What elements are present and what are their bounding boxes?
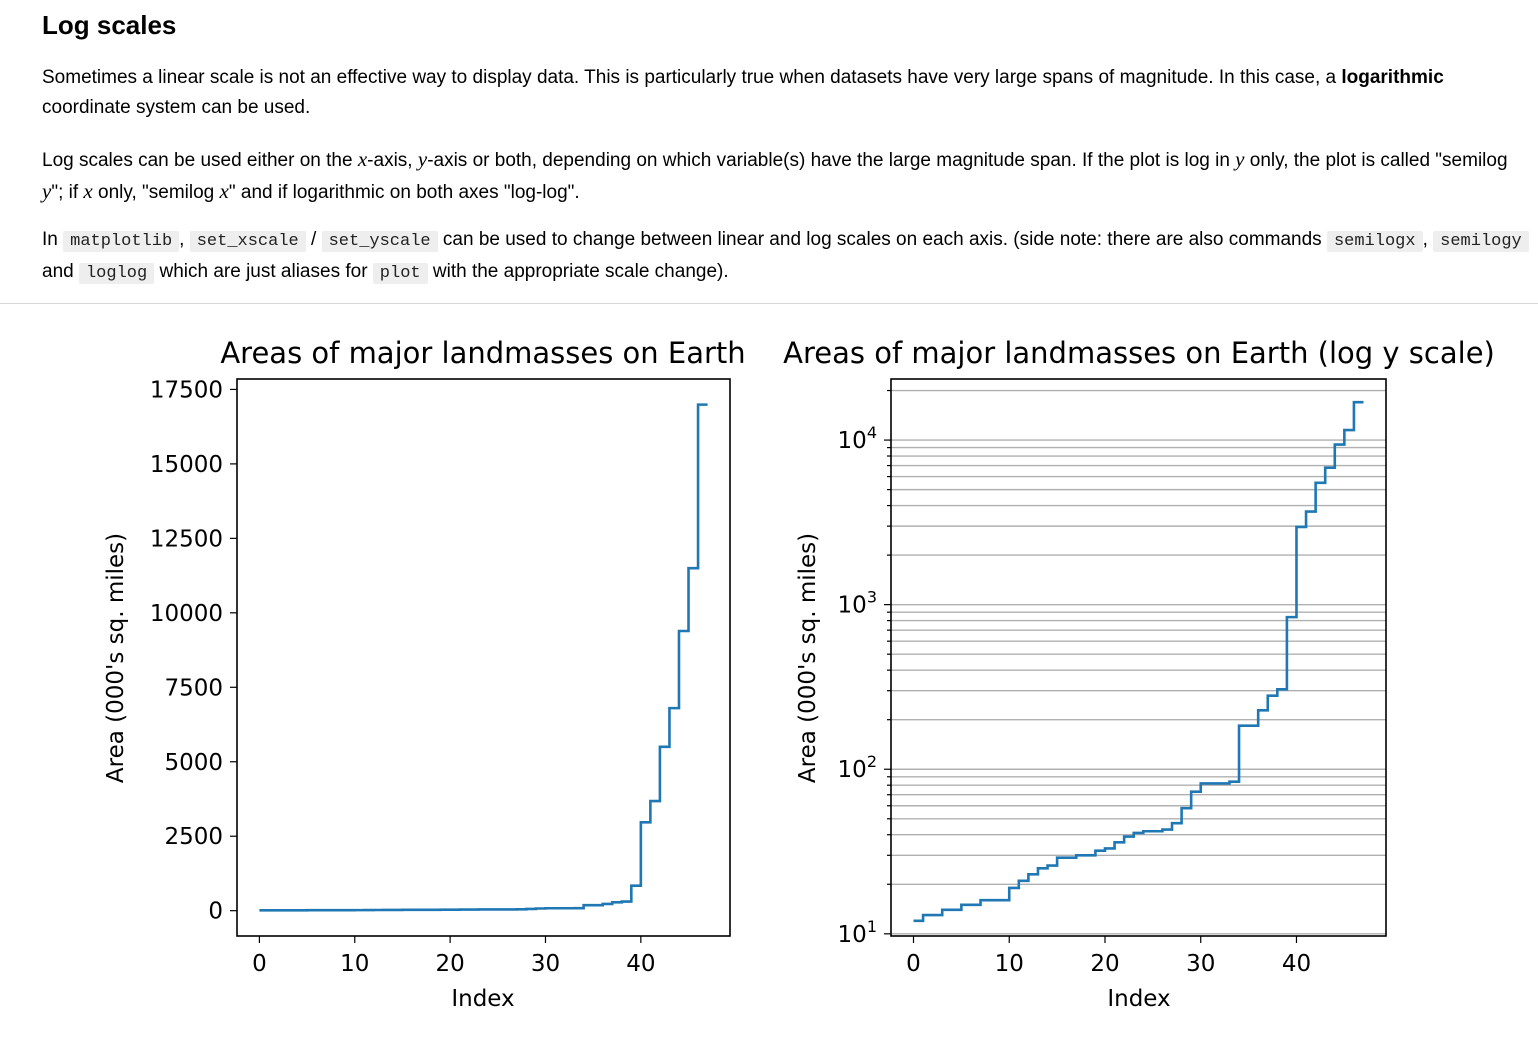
text: only, the plot is called "semilog <box>1244 150 1508 171</box>
x-tick-label: 20 <box>435 951 464 977</box>
axes-frame <box>890 378 1387 937</box>
y-tick-label: 102 <box>838 752 877 783</box>
x-tick-label: 30 <box>1186 951 1215 977</box>
inline-code: plot <box>372 263 428 284</box>
math-variable: y <box>42 179 52 203</box>
text: Log scales can be used either on the <box>42 150 358 171</box>
math-variable: y <box>417 147 428 171</box>
chart-title: Areas of major landmasses on Earth (log … <box>783 336 1495 370</box>
log-chart: Areas of major landmasses on Earth (log … <box>783 336 1495 1012</box>
math-variable: x <box>219 179 229 203</box>
text: , <box>1422 229 1434 250</box>
x-tick-label: 30 <box>531 951 560 977</box>
x-tick-label: 0 <box>906 951 921 977</box>
text: " and if logarithmic on both axes "log-l… <box>228 182 580 203</box>
y-tick-label: 17500 <box>150 377 223 403</box>
section-heading: Log scales <box>42 10 177 40</box>
x-tick-label: 10 <box>340 951 369 977</box>
text: "; if <box>51 182 84 203</box>
data-series-line <box>913 400 1364 923</box>
text: and <box>42 261 79 282</box>
y-tick-label: 12500 <box>150 526 223 552</box>
y-tick-label: 2500 <box>164 824 223 850</box>
text: can be used to change between linear and… <box>437 229 1327 250</box>
text: with the appropriate scale change). <box>427 261 729 282</box>
y-tick-label: 7500 <box>164 675 223 701</box>
y-axis-label: Area (000's sq. miles) <box>795 533 821 783</box>
y-tick-label: 10000 <box>150 601 223 627</box>
text: coordinate system can be used. <box>42 97 311 118</box>
x-tick-label: 0 <box>252 951 267 977</box>
inline-code: semilogy <box>1433 231 1529 252</box>
inline-code: set_yscale <box>321 231 438 252</box>
axes-frame <box>236 378 731 937</box>
x-axis-label: Index <box>1107 986 1170 1012</box>
text: which are just aliases for <box>154 261 373 282</box>
y-tick-label: 104 <box>838 423 877 454</box>
x-axis-label: Index <box>451 986 514 1012</box>
y-tick-label: 0 <box>208 899 223 925</box>
y-tick-label: 5000 <box>164 750 223 776</box>
text: , <box>179 229 190 250</box>
text: only, "semilog <box>92 182 220 203</box>
y-tick-label: 101 <box>838 917 877 948</box>
y-tick-label: 15000 <box>150 452 223 478</box>
inline-code: matplotlib <box>63 231 180 252</box>
paragraph-matplotlib: In matplotlib, set_xscale / set_yscale c… <box>42 225 1532 289</box>
text: Sometimes a linear scale is not an effec… <box>42 67 1342 88</box>
inline-code: loglog <box>78 263 155 284</box>
math-variable: x <box>83 179 93 203</box>
text: / <box>305 229 322 250</box>
x-tick-label: 20 <box>1090 951 1119 977</box>
chart-title: Areas of major landmasses on Earth <box>220 336 745 370</box>
paragraph-axes: Log scales can be used either on the x-a… <box>42 144 1532 208</box>
figure-output: Areas of major landmasses on Earth Area … <box>103 336 1495 1012</box>
data-series-line <box>259 403 708 912</box>
x-tick-label: 40 <box>626 951 655 977</box>
y-axis-label: Area (000's sq. miles) <box>103 533 129 783</box>
x-tick-label: 40 <box>1282 951 1311 977</box>
x-tick-label: 10 <box>995 951 1024 977</box>
cell-divider <box>0 303 1538 304</box>
text: -axis, <box>367 150 418 171</box>
text: -axis or both, depending on which variab… <box>427 150 1236 171</box>
inline-code: set_xscale <box>189 231 306 252</box>
bold-term: logarithmic <box>1341 67 1444 88</box>
paragraph-intro: Sometimes a linear scale is not an effec… <box>42 63 1532 123</box>
inline-code: semilogx <box>1326 231 1423 252</box>
math-variable: y <box>1235 147 1245 171</box>
linear-chart: Areas of major landmasses on Earth Area … <box>103 336 746 1012</box>
math-variable: x <box>357 147 368 171</box>
y-tick-label: 103 <box>838 588 877 619</box>
text: In <box>42 229 64 250</box>
